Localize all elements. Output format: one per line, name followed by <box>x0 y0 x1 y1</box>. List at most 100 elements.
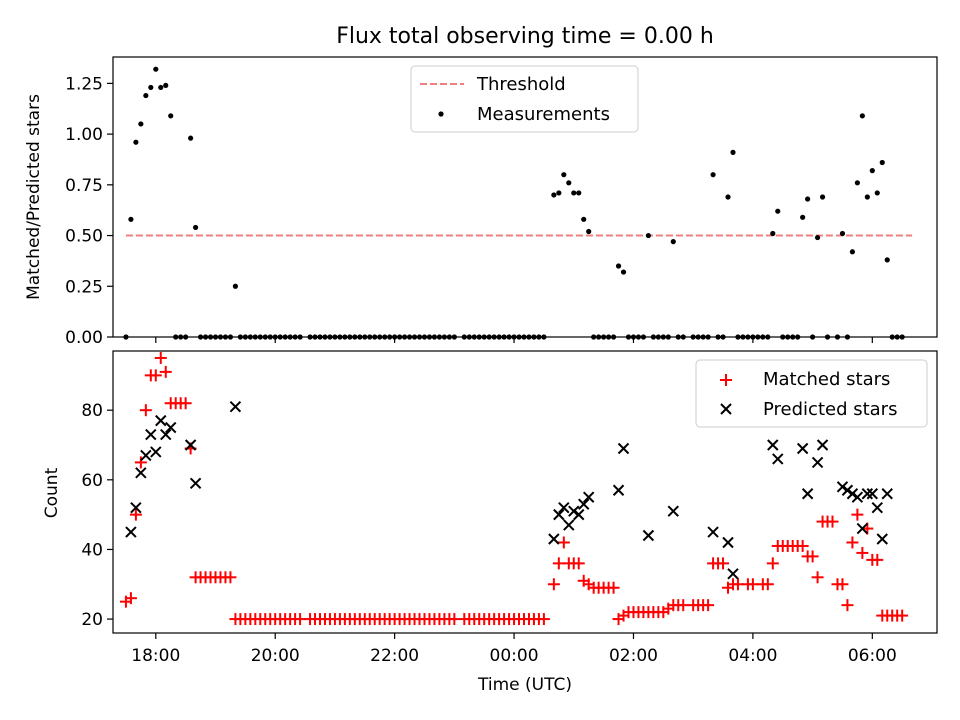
legend-predicted-label: Predicted stars <box>763 399 897 420</box>
predicted-star-point <box>796 442 809 455</box>
measurement-point <box>849 249 856 255</box>
measurement-point <box>874 190 880 196</box>
predicted-star-point <box>165 421 177 434</box>
bottom-x-tick-label: 00:00 <box>490 646 539 666</box>
measurement-point <box>645 232 652 239</box>
matched-star-point <box>159 365 172 378</box>
measurement-point <box>854 180 860 186</box>
predicted-star-point <box>568 505 580 517</box>
predicted-star-point <box>578 498 590 510</box>
matched-star-point <box>179 397 192 410</box>
measurement-point <box>615 263 622 269</box>
predicted-star-point <box>150 446 162 458</box>
top-chart-title: Flux total observing time = 0.00 h <box>336 24 714 49</box>
measurement-point <box>819 194 826 200</box>
measurement-point <box>138 121 144 127</box>
measurement-point <box>800 214 806 220</box>
bottom-x-tick-label: 20:00 <box>251 646 300 666</box>
bottom-axes-frame <box>112 350 938 634</box>
predicted-star-point <box>155 414 167 427</box>
legend-predicted-swatch <box>720 403 732 415</box>
matched-star-point <box>846 536 859 549</box>
measurement-point <box>839 230 846 237</box>
measurement-point <box>148 84 154 91</box>
predicted-star-point <box>836 481 849 493</box>
predicted-star-point <box>851 491 864 503</box>
measurement-point <box>153 66 159 72</box>
measurement-point <box>163 82 169 89</box>
bottom-x-axis: 18:00 20:00 22:00 00:00 02:00 04:00 06:00 <box>131 633 897 666</box>
predicted-star-point <box>841 484 854 496</box>
predicted-star-point <box>727 568 739 580</box>
measurement-point <box>232 283 239 289</box>
top-y-tick-label: 1.25 <box>65 74 103 94</box>
measurement-point <box>864 194 870 200</box>
measurement-point <box>556 190 562 196</box>
matched-star-point <box>836 578 849 591</box>
top-y-axis: 0.00 0.25 0.50 0.75 1.00 1.25 <box>65 74 113 348</box>
measurement-point <box>814 234 821 241</box>
legend-measurements-swatch <box>438 111 444 117</box>
matched-star-point <box>149 369 162 382</box>
top-y-axis-label: Matched/Predicted stars <box>24 94 44 300</box>
bottom-x-tick-label: 04:00 <box>728 646 777 666</box>
predicted-star-point <box>145 428 157 441</box>
measurement-point <box>561 172 567 178</box>
predicted-star-point <box>140 449 152 462</box>
predicted-star-point <box>811 456 824 469</box>
measurement-point <box>859 113 865 119</box>
measurement-point <box>620 269 627 275</box>
predicted-star-point <box>866 488 879 500</box>
matched-star-point <box>557 536 570 549</box>
top-y-tick-label: 0.00 <box>65 328 103 348</box>
measurement-point <box>133 139 139 145</box>
top-y-tick-label: 0.25 <box>65 277 103 297</box>
measurement-point <box>188 135 194 141</box>
predicted-star-point <box>772 453 784 465</box>
matched-star-point <box>766 557 779 570</box>
measurement-point <box>730 149 736 155</box>
predicted-star-point <box>558 501 570 514</box>
matched-star-point <box>717 557 730 570</box>
predicted-star-point <box>229 400 242 413</box>
matched-star-point <box>224 571 237 584</box>
top-legend-box <box>410 65 639 133</box>
measurement-point <box>566 180 572 186</box>
top-axes-frame <box>112 56 938 338</box>
bottom-panel: Count Time (UTC) 20 40 60 80 18:00 20:00 22:0… <box>42 350 938 695</box>
measurement-point <box>710 172 716 178</box>
matched-star-point <box>806 550 819 563</box>
bottom-plot-area <box>119 351 909 626</box>
predicted-star-point <box>563 519 575 531</box>
measurement-point <box>770 230 776 237</box>
bottom-y-tick-label: 80 <box>81 401 103 421</box>
bottom-y-axis-label: Count <box>42 467 62 518</box>
matched-star-point <box>134 456 147 469</box>
top-y-tick-label: 1.00 <box>65 125 103 145</box>
predicted-star-point <box>642 529 655 542</box>
measurement-point <box>670 239 676 245</box>
matched-star-point <box>841 599 854 612</box>
predicted-star-point <box>573 508 585 521</box>
measurement-point <box>143 92 149 99</box>
bottom-legend-box <box>695 359 928 428</box>
measurement-point <box>576 190 582 196</box>
predicted-star-point <box>876 533 888 545</box>
matched-star-point <box>702 599 715 612</box>
matched-star-point <box>896 609 909 622</box>
predicted-star-point <box>130 501 142 514</box>
top-panel: Flux total observing time = 0.00 h Match… <box>24 24 938 348</box>
matched-star-point <box>856 546 869 559</box>
predicted-star-point <box>767 439 779 451</box>
measurement-point <box>158 84 164 91</box>
measurement-point <box>884 257 890 263</box>
bottom-y-axis: 20 40 60 80 <box>81 401 113 630</box>
predicted-star-point <box>548 533 560 545</box>
predicted-star-point <box>722 536 734 549</box>
predicted-star-point <box>160 428 172 441</box>
matched-star-point <box>129 508 142 521</box>
matched-star-point <box>139 404 152 417</box>
matched-star-point <box>811 571 824 584</box>
predicted-star-point <box>707 526 719 538</box>
matched-star-point <box>572 557 585 570</box>
